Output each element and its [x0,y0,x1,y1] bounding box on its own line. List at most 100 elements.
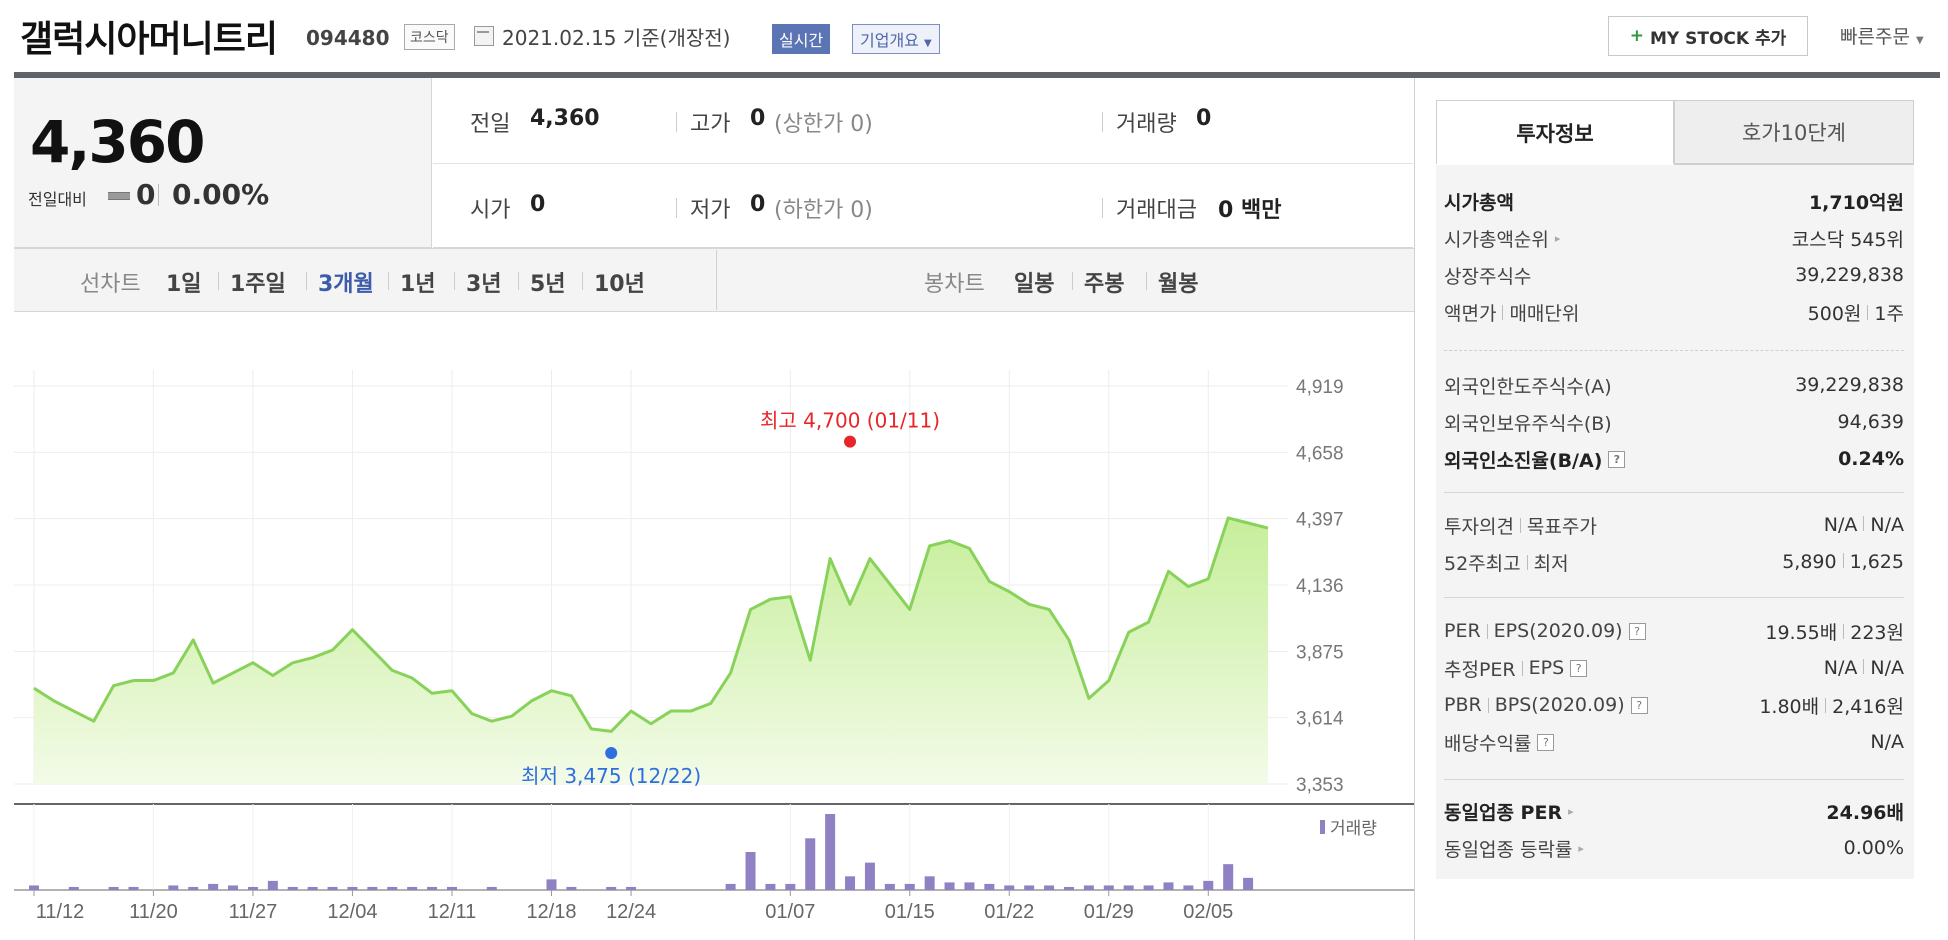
info-value-secondary: 1주 [1874,302,1904,325]
divider [1444,492,1904,493]
info-label-group: 외국인보유주식수(B) [1444,409,1612,436]
mystock-add-button[interactable]: + MY STOCK 추가 [1608,16,1808,56]
volume-bar [1183,885,1194,890]
investment-info-panel [1436,165,1914,879]
quick-order-label: 빠른주문 [1840,26,1910,48]
volume-bar [924,876,935,890]
x-tick-label: 12/11 [428,901,477,923]
period-tab[interactable]: 1년 [400,272,436,297]
compare-label: 전일대비 [28,190,87,209]
current-price: 4,360 [30,108,205,176]
volume-bar [68,886,79,890]
low-value: 0 [750,192,766,217]
tab-investment-info[interactable]: 투자정보 [1436,100,1674,164]
info-label: 추정PER [1444,658,1516,681]
period-tab[interactable]: 1주일 [230,272,286,297]
info-label-group[interactable]: 동일업종 등락률 ▸ [1444,835,1584,862]
volume-bar [486,886,497,890]
x-tick-label: 01/22 [984,901,1034,923]
info-label: 동일업종 등락률 [1444,838,1573,861]
volume-bar [964,882,975,890]
info-label: 배당수익률 [1444,732,1532,755]
divider [716,250,717,310]
volume-bar [725,883,736,890]
price-change: 0 [136,178,156,211]
info-value-group: 19.55배 223원 [1765,618,1904,645]
tab-order-book[interactable]: 호가10단계 [1674,100,1914,164]
divider [1414,78,1415,940]
period-tab[interactable]: 1일 [166,272,202,297]
info-value: 0.00% [1843,837,1904,859]
candle-period-tab[interactable]: 월봉 [1158,272,1199,297]
info-label-group: PBR BPS(2020.09)? [1444,694,1648,716]
volume-bar [228,885,239,890]
volume-bar [267,880,278,890]
company-name: 갤럭시아머니트리 [20,19,278,60]
volume-bar [1163,882,1174,890]
info-value-group: 코스닥 545위 [1792,225,1904,252]
period-tab[interactable]: 3년 [466,272,502,297]
divider [1444,350,1904,351]
quick-order-button[interactable]: 빠른주문 ▼ [1840,22,1924,49]
divider [1867,304,1869,320]
y-tick-label: 4,919 [1296,377,1344,398]
candle-period-tab[interactable]: 일봉 [1014,272,1055,297]
info-value-group: 0.24% [1838,448,1904,470]
period-tab[interactable]: 10년 [594,272,645,297]
divider [1863,516,1865,531]
volume-bar [247,886,258,890]
company-info-dropdown[interactable]: 기업개요 ▼ [852,24,940,54]
help-icon[interactable]: ? [1570,659,1588,677]
help-icon[interactable]: ? [1537,733,1555,751]
caret-down-icon: ▼ [923,38,932,49]
volume-bar [626,886,637,890]
info-label-group[interactable]: 동일업종 PER ▸ [1444,798,1574,825]
info-row: 배당수익률? N/A [1444,725,1904,759]
help-icon[interactable]: ? [1630,696,1648,714]
info-label: 시가총액 [1444,191,1514,214]
info-label-group: 추정PER EPS? [1444,655,1588,682]
high-marker [844,435,857,448]
divider [306,272,307,290]
info-value: N/A [1823,514,1858,536]
divider [433,163,1413,164]
divider [1521,660,1523,676]
info-value-secondary: 2,416원 [1832,695,1904,718]
volume-bar [944,882,955,890]
candle-period-tab[interactable]: 주봉 [1084,272,1125,297]
divider [1102,198,1103,218]
period-tab[interactable]: 3개월 [318,272,374,297]
info-row: 동일업종 등락률 ▸ 0.00% [1444,831,1904,865]
help-icon[interactable]: ? [1628,622,1646,640]
help-icon[interactable]: ? [1608,450,1626,468]
volume-bar [606,886,617,890]
divider [218,272,219,290]
prev-close-value: 4,360 [530,106,600,131]
info-value-secondary: N/A [1870,514,1904,536]
divider [1519,517,1521,533]
info-label: 외국인소진율(B/A) [1444,449,1603,472]
info-value-secondary: 1,625 [1849,551,1904,573]
info-value-group: 500원 1주 [1808,299,1904,326]
realtime-button[interactable]: 실시간 [772,24,831,54]
info-row: 52주최고 최저 5,890 1,625 [1444,545,1904,579]
volume-bar [108,886,119,890]
price-area [34,517,1268,784]
info-value: N/A [1870,731,1904,753]
arrow-right-icon[interactable]: ▸ [1578,841,1584,855]
info-row: 시가총액순위 ▸ 코스닥 545위 [1444,221,1904,255]
period-tab[interactable]: 5년 [530,272,566,297]
caret-down-icon: ▼ [1915,35,1924,46]
info-label-group[interactable]: 시가총액순위 ▸ [1444,225,1560,252]
volume-bar [805,838,816,890]
info-value: 0.24% [1838,448,1904,470]
line-chart-label: 선차트 [80,272,141,297]
divider [1842,553,1844,568]
info-value: 39,229,838 [1795,264,1904,286]
volume-bar [347,886,358,890]
volume-bar [307,886,318,890]
arrow-right-icon[interactable]: ▸ [1568,804,1574,818]
arrow-right-icon[interactable]: ▸ [1554,231,1561,245]
info-row: 상장주식수 39,229,838 [1444,258,1904,292]
info-value-group: 94,639 [1838,411,1904,433]
